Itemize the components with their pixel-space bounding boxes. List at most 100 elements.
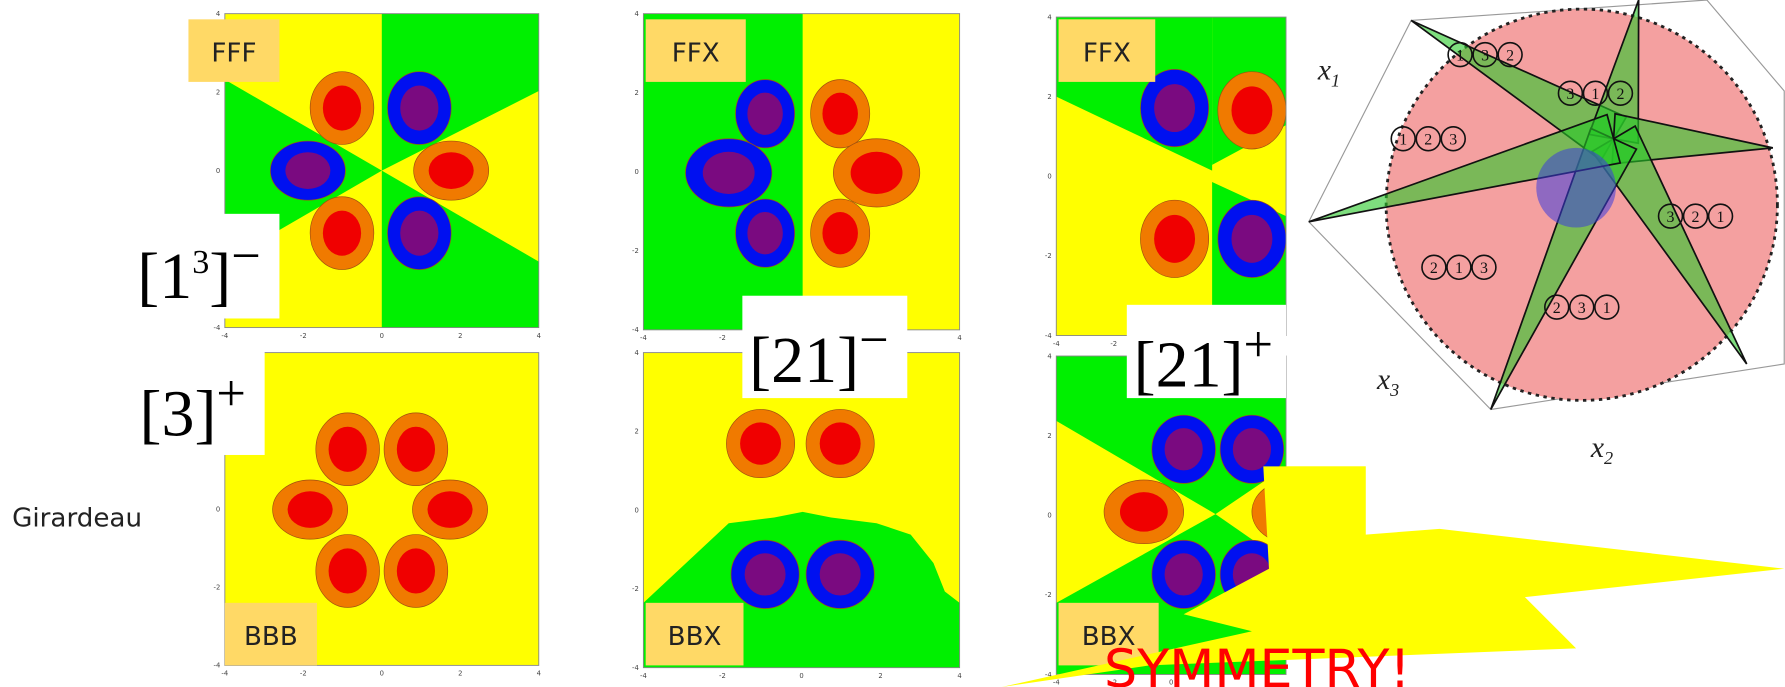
y-tick-label: 0 (1047, 512, 1051, 520)
lobe-inner (1154, 214, 1196, 263)
label-box (645, 19, 746, 82)
y-tick-label: 2 (635, 428, 639, 436)
perm-digit: 1 (1717, 209, 1725, 226)
lobe-inner (747, 212, 783, 255)
label-bg (1126, 304, 1287, 399)
x-tick-label: 4 (537, 332, 541, 340)
symmetry-close: ] (209, 240, 231, 313)
symmetry-label: [21]+ (1134, 316, 1273, 402)
perm-circle (1557, 80, 1584, 107)
y-tick-label: -4 (1045, 671, 1052, 679)
symmetry-main: [3] (140, 378, 217, 451)
row-label: Girardeau (12, 504, 142, 534)
perm-digit: 3 (1480, 260, 1488, 277)
y-tick-label: 2 (635, 89, 639, 97)
x-tick-label: 2 (878, 672, 882, 680)
label-bg (123, 338, 265, 455)
axis-name: x (1590, 432, 1604, 464)
symmetry-main: [1 (137, 240, 192, 313)
lobe-inner (287, 491, 333, 528)
y-tick-label: 4 (635, 10, 639, 18)
x-tick-label: -2 (1110, 679, 1117, 687)
symmetry-label: [3]+ (140, 365, 246, 451)
lobe-inner (1164, 428, 1203, 471)
y-tick-label: -4 (632, 326, 639, 334)
lobe-inner (744, 553, 786, 596)
lobe-inner (328, 548, 367, 594)
lobe-inner (702, 151, 755, 195)
label-box (1058, 19, 1156, 82)
y-tick-label: -4 (213, 662, 220, 670)
symmetry-sign: + (1244, 316, 1274, 374)
panel-label: FFX (1083, 38, 1131, 68)
axis-index: 3 (1389, 380, 1399, 400)
lobe-inner (285, 152, 331, 189)
perm-digit: 3 (1449, 131, 1457, 148)
lobe-inner (322, 85, 362, 131)
perm-circle (1594, 294, 1620, 320)
y-tick-label: 2 (1047, 93, 1051, 101)
axis-label: x1 (1317, 55, 1340, 91)
x-tick-label: -4 (1053, 679, 1060, 687)
axis-name: x (1317, 55, 1331, 87)
y-tick-label: 0 (216, 505, 220, 513)
perm-circle (1421, 254, 1447, 281)
axis-index: 2 (1604, 448, 1613, 468)
perm-digit: 2 (1424, 131, 1432, 148)
x-tick-label: 4 (957, 672, 961, 680)
lobe-inner (822, 92, 858, 135)
x-tick-label: 4 (957, 334, 961, 342)
lobe-inner (819, 422, 861, 465)
y-tick-label: -4 (632, 664, 639, 672)
lobe-inner (428, 152, 474, 189)
y-tick-label: 0 (1047, 173, 1051, 181)
lobe-inner (740, 422, 782, 465)
perm-digit: 3 (1578, 300, 1586, 317)
y-tick-label: 0 (635, 168, 639, 176)
symmetry-exponent: 3 (192, 244, 209, 281)
banner-text: SYMMETRY! (1104, 639, 1410, 687)
y-tick-label: 0 (635, 506, 639, 514)
axis-name: x (1376, 364, 1390, 396)
x-tick-label: -2 (1110, 340, 1117, 348)
label-box (224, 602, 317, 666)
perm-circle (1497, 41, 1523, 68)
axis-label: x2 (1590, 432, 1613, 468)
lobe-inner (819, 553, 861, 596)
lobe-inner (328, 426, 367, 472)
panel-label: BBX (668, 622, 722, 652)
perm-circle (1707, 203, 1734, 229)
perm-digit: 3 (1667, 209, 1675, 226)
y-tick-label: 4 (635, 349, 639, 357)
y-tick-label: -2 (213, 583, 220, 591)
y-tick-label: 4 (1047, 13, 1051, 21)
lobe-inner (1232, 428, 1272, 471)
x-tick-label: -2 (719, 672, 726, 680)
x-tick-label: -2 (300, 670, 307, 678)
y-tick-label: -2 (632, 247, 639, 255)
star-spike (1308, 113, 1622, 223)
plot-frame (224, 13, 540, 329)
perm-digit: 1 (1603, 300, 1611, 317)
label-bg (123, 213, 280, 319)
perm-digit: 2 (1616, 86, 1624, 103)
panel-label: BBB (244, 622, 298, 652)
lobe-inner (1231, 214, 1273, 263)
lobe-inner (427, 491, 473, 528)
perm-digit: 2 (1553, 300, 1561, 317)
lobe-inner (322, 210, 362, 256)
lobe-inner (1154, 84, 1196, 133)
x-tick-label: 0 (1169, 679, 1173, 687)
lobe-inner (747, 92, 783, 135)
x-tick-label: 4 (537, 670, 541, 678)
perm-digit: 2 (1430, 260, 1438, 277)
panel-label: FFX (672, 38, 720, 68)
lobe-inner (1231, 86, 1273, 135)
perm-circle (1471, 254, 1497, 281)
y-tick-label: -4 (213, 324, 220, 332)
symmetry-sign: − (859, 311, 889, 369)
perm-circle (1415, 126, 1441, 152)
